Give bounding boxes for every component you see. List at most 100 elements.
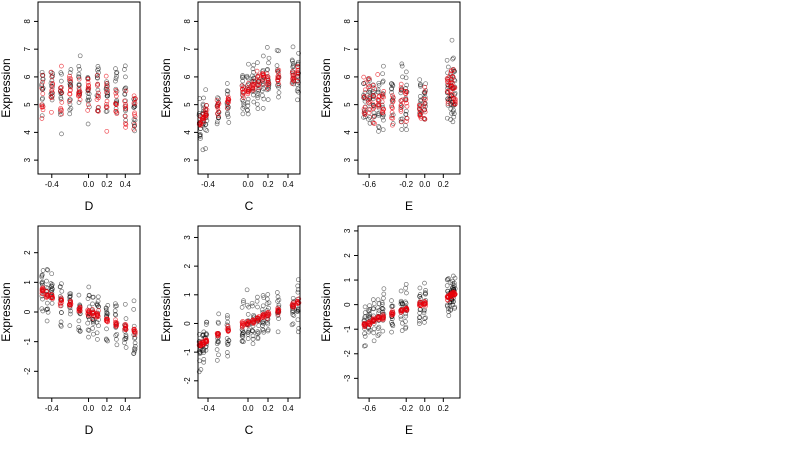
data-point bbox=[226, 327, 231, 333]
data-point bbox=[66, 99, 72, 104]
data-point bbox=[444, 302, 450, 308]
data-point bbox=[113, 93, 119, 99]
data-point bbox=[104, 83, 109, 89]
data-point bbox=[403, 285, 408, 291]
data-point bbox=[113, 88, 119, 93]
data-point bbox=[49, 95, 55, 101]
y-tick-label: 5 bbox=[23, 102, 32, 107]
x-tick-label: 0.0 bbox=[242, 404, 254, 413]
data-point bbox=[422, 290, 428, 295]
data-point bbox=[379, 99, 385, 105]
data-point bbox=[404, 116, 410, 121]
y-tick-label: 7 bbox=[183, 46, 192, 51]
data-point bbox=[94, 313, 100, 318]
data-point bbox=[399, 119, 404, 125]
data-point bbox=[103, 73, 109, 79]
data-point bbox=[274, 290, 280, 295]
data-point bbox=[366, 100, 371, 106]
data-point bbox=[214, 341, 220, 347]
y-tick-label: 3 bbox=[183, 157, 192, 162]
data-point bbox=[131, 328, 137, 334]
data-point bbox=[104, 318, 109, 324]
data-point bbox=[265, 313, 271, 319]
data-point bbox=[260, 303, 266, 309]
data-point bbox=[203, 146, 208, 151]
data-point bbox=[85, 308, 91, 314]
data-point bbox=[77, 97, 83, 102]
data-point bbox=[215, 111, 220, 116]
data-point bbox=[264, 45, 270, 50]
data-point bbox=[39, 274, 45, 280]
data-point bbox=[254, 93, 260, 99]
data-point bbox=[255, 106, 261, 111]
data-point bbox=[375, 305, 381, 311]
data-point bbox=[403, 75, 409, 81]
data-point bbox=[200, 347, 205, 353]
data-point bbox=[225, 313, 230, 318]
data-point bbox=[417, 77, 423, 83]
y-tick-label: 4 bbox=[343, 130, 352, 135]
data-point bbox=[398, 116, 404, 122]
x-tick-label: -0.4 bbox=[201, 404, 215, 413]
data-point bbox=[404, 290, 409, 296]
data-point bbox=[67, 70, 73, 75]
data-point bbox=[366, 308, 372, 314]
data-point bbox=[114, 70, 119, 76]
x-axis-label: C bbox=[245, 423, 254, 437]
data-point bbox=[290, 44, 296, 50]
data-point bbox=[451, 299, 456, 304]
data-point bbox=[245, 103, 251, 108]
series-black bbox=[39, 53, 138, 137]
data-point bbox=[403, 325, 408, 331]
panel-4: -0.4 0.0 0.2 0.4 -2 -1 0 1 2 D Expression bbox=[0, 225, 141, 437]
series-black bbox=[196, 44, 302, 153]
data-point bbox=[380, 127, 386, 133]
y-tick-label: 4 bbox=[183, 130, 192, 135]
data-point bbox=[259, 81, 265, 87]
data-point bbox=[215, 113, 221, 119]
y-tick-label: 0 bbox=[343, 302, 352, 307]
data-point bbox=[255, 74, 261, 79]
data-point bbox=[380, 71, 385, 77]
data-point bbox=[225, 319, 231, 325]
data-point bbox=[290, 58, 295, 64]
data-point bbox=[370, 317, 376, 323]
data-point bbox=[39, 280, 45, 286]
data-point bbox=[226, 97, 232, 103]
data-point bbox=[204, 103, 209, 108]
data-point bbox=[376, 83, 382, 88]
data-point bbox=[122, 98, 127, 104]
data-point bbox=[85, 314, 91, 320]
data-point bbox=[245, 100, 251, 106]
data-point bbox=[254, 101, 260, 107]
data-point bbox=[86, 97, 92, 103]
data-point bbox=[290, 312, 296, 317]
data-point bbox=[376, 331, 382, 337]
data-point bbox=[275, 78, 281, 83]
data-point bbox=[114, 331, 120, 337]
data-point bbox=[40, 107, 46, 113]
plot-frame bbox=[357, 1, 461, 175]
data-point bbox=[390, 122, 395, 128]
data-point bbox=[380, 314, 386, 319]
data-point bbox=[371, 104, 377, 110]
data-point bbox=[49, 300, 55, 306]
data-point bbox=[215, 331, 220, 337]
data-point bbox=[204, 319, 209, 325]
data-point bbox=[422, 116, 428, 122]
data-point bbox=[39, 273, 45, 278]
y-tick-label: 6 bbox=[343, 74, 352, 79]
data-point bbox=[103, 307, 109, 313]
data-point bbox=[445, 98, 451, 104]
x-tick-label: -0.2 bbox=[399, 404, 413, 413]
data-point bbox=[114, 342, 120, 348]
data-point bbox=[45, 267, 51, 273]
data-point bbox=[403, 299, 408, 305]
data-point bbox=[132, 96, 138, 101]
data-point bbox=[403, 307, 409, 312]
data-point bbox=[361, 343, 367, 349]
data-point bbox=[77, 308, 83, 314]
data-point bbox=[366, 110, 372, 116]
data-point bbox=[403, 281, 409, 287]
y-tick-label: 1 bbox=[23, 280, 32, 285]
